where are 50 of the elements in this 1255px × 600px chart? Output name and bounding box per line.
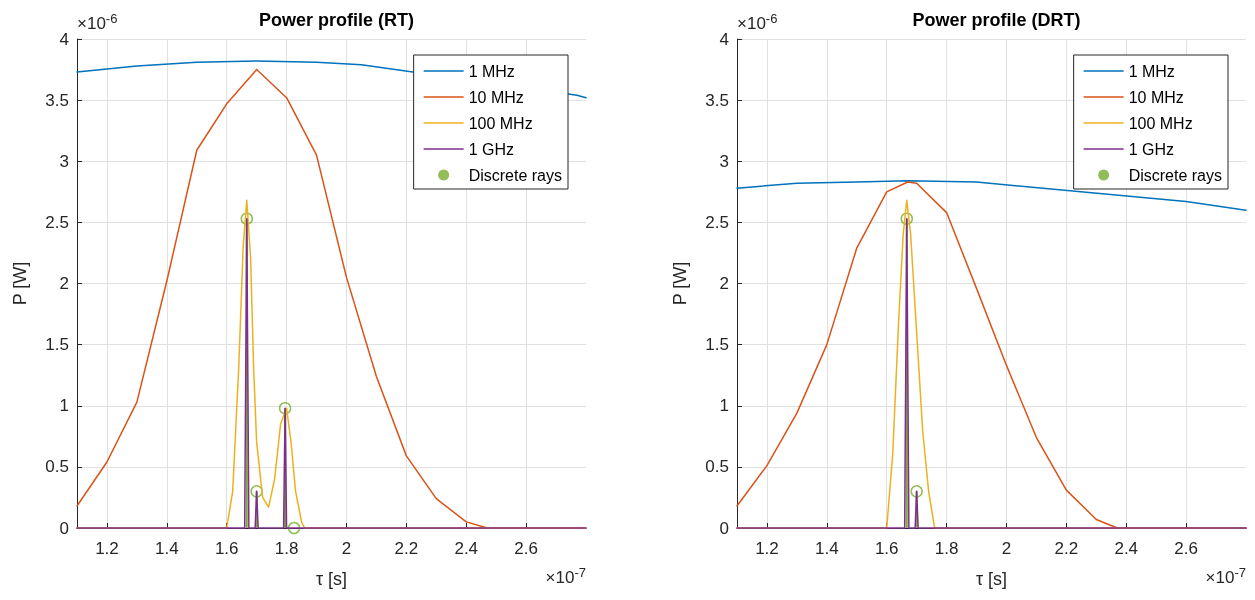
legend-label: 1 MHz (468, 62, 515, 80)
y-tick-label: 1 (719, 396, 729, 416)
x-tick-label: 1.2 (95, 539, 119, 558)
x-axis-title: τ [s] (315, 569, 348, 589)
y-tick-label: 2.5 (705, 212, 729, 232)
y-tick-label: 0 (719, 518, 729, 538)
x-tick-label: 1.8 (274, 539, 299, 558)
y-tick-label: 1.5 (705, 335, 729, 355)
y-tick-label: 0.5 (45, 457, 69, 477)
x-tick-label: 2.4 (1114, 539, 1139, 558)
x-tick-label: 2 (1001, 539, 1012, 558)
legend-label: 10 MHz (468, 88, 524, 106)
legend-label: 1 MHz (1128, 62, 1175, 80)
y-tick-label: 2 (719, 274, 729, 293)
y-tick-label: 3.5 (705, 90, 729, 110)
legend-label: 100 MHz (1128, 114, 1193, 132)
y-tick-label: 3 (59, 151, 69, 171)
x-tick-label: 1.4 (815, 539, 839, 558)
x-axis-title: τ [s] (975, 569, 1008, 589)
legend-label: Discrete rays (1128, 166, 1223, 184)
y-tick-label: 3.5 (45, 90, 69, 110)
x-tick-label: 2.2 (1054, 539, 1079, 558)
legend-label: 1 GHz (468, 140, 514, 158)
y-tick-label: 2 (59, 274, 69, 293)
y-tick-label: 1 (59, 396, 69, 416)
y-tick-label: 4 (719, 29, 729, 49)
y-tick-label: 1.5 (45, 335, 69, 355)
x-tick-label: 1.2 (755, 539, 779, 558)
x-tick-label: 2 (341, 539, 352, 558)
y-tick-label: 3 (719, 151, 729, 171)
legend-label: 100 MHz (468, 114, 533, 132)
x-tick-label: 1.6 (874, 539, 899, 558)
chart-title: Power profile (DRT) (912, 10, 1081, 30)
y-axis-title: P [W] (10, 261, 30, 306)
chart-title: Power profile (RT) (258, 10, 415, 30)
legend-label: Discrete rays (468, 166, 563, 184)
x-tick-label: 2.2 (394, 539, 419, 558)
x-tick-label: 2.6 (514, 539, 538, 558)
y-tick-label: 0 (59, 518, 69, 538)
y-tick-label: 4 (59, 29, 69, 49)
x-tick-label: 1.6 (214, 539, 239, 558)
y-tick-label: 0.5 (705, 457, 729, 477)
y-tick-label: 2.5 (45, 212, 69, 232)
x-tick-label: 2.4 (454, 539, 479, 558)
legend-label: 1 GHz (1128, 140, 1174, 158)
legend-label: 10 MHz (1128, 88, 1184, 106)
y-axis-title: P [W] (670, 261, 690, 306)
x-tick-label: 1.4 (155, 539, 179, 558)
x-tick-label: 2.6 (1174, 539, 1198, 558)
x-tick-label: 1.8 (934, 539, 959, 558)
